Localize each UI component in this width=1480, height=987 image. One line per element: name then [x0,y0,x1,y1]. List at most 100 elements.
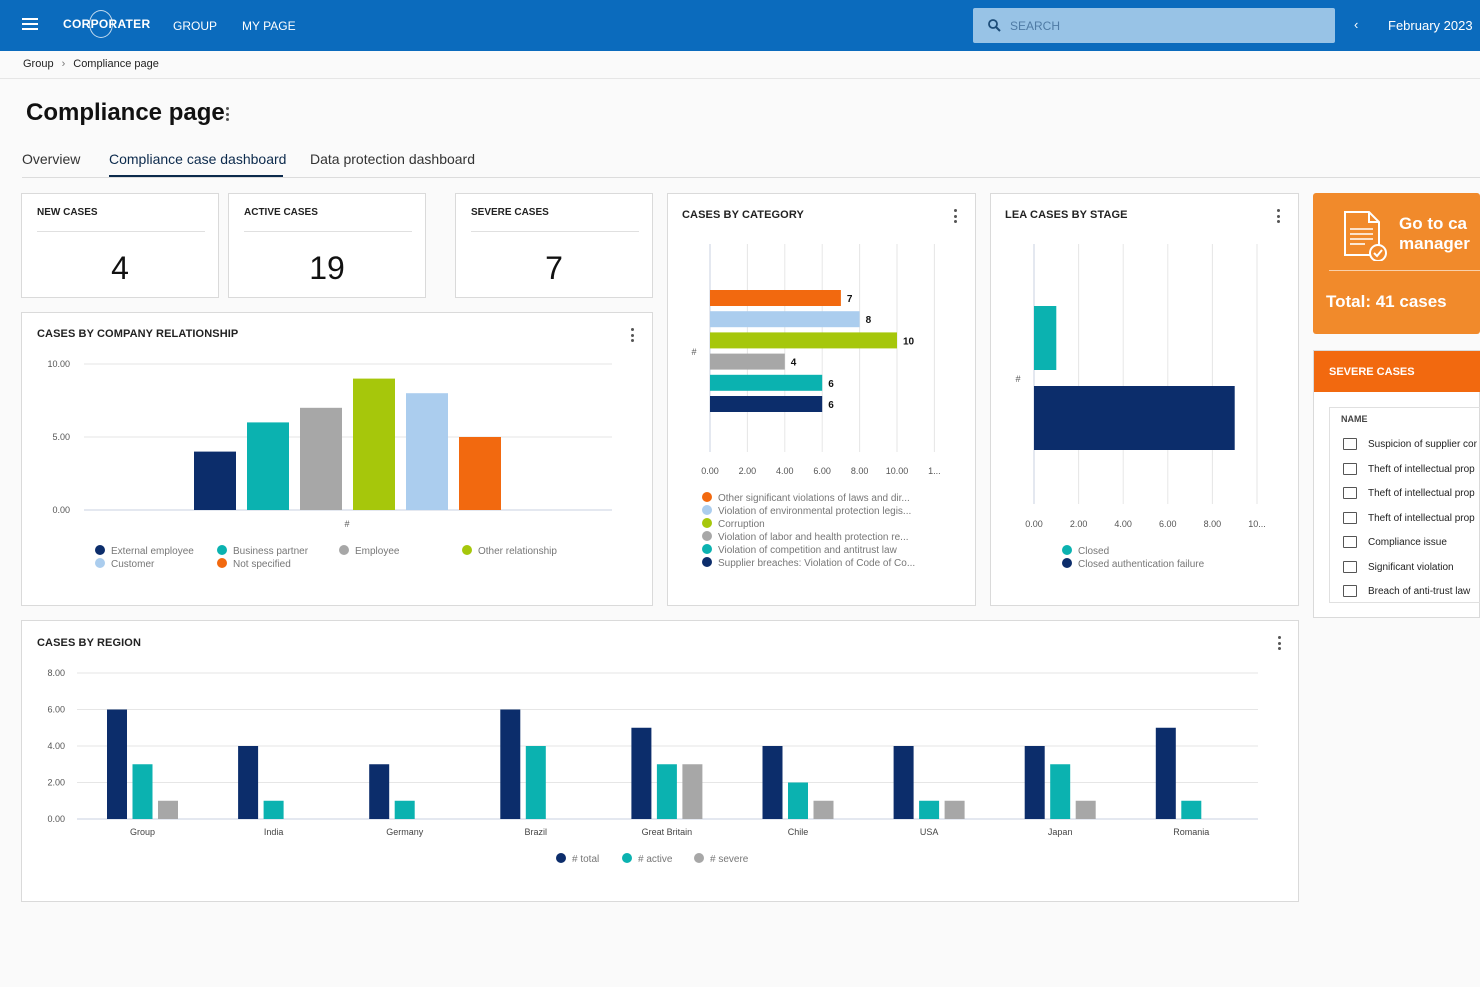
panel-title: SEVERE CASES [1314,351,1480,392]
kpi-value: 19 [309,250,345,286]
tab-compliance-case-dashboard[interactable]: Compliance case dashboard [109,151,287,167]
legend-dot [702,518,712,528]
divider [1329,270,1480,271]
y-tick-label: 2.00 [47,778,65,788]
bar [132,764,153,819]
checkbox-icon[interactable] [1343,585,1357,597]
data-label: 8 [866,315,872,326]
table-row[interactable]: Significant violation [1330,559,1480,583]
x-tick-label: Japan [1048,827,1073,837]
bar [459,437,501,510]
legend-item: Corruption [702,518,765,530]
table-row[interactable]: Theft of intellectual prop [1330,485,1480,509]
y-axis-label: # [691,347,696,357]
page-more-icon[interactable] [226,107,230,123]
x-tick-label: 4.00 [776,466,794,476]
data-label: 6 [828,379,834,390]
chevron-left-icon[interactable]: ‹ [1354,17,1359,32]
kpi-new-cases[interactable]: NEW CASES 4 [21,193,219,298]
bar [353,378,395,510]
search-input[interactable] [1010,8,1330,43]
bar [107,709,127,819]
legend-item: Closed [1062,545,1109,557]
bar [263,800,284,819]
column-header-name[interactable]: NAME [1341,414,1368,424]
period-date[interactable]: February 2023 [1388,18,1473,33]
checkbox-icon[interactable] [1343,536,1357,548]
table-row[interactable]: Compliance issue [1330,534,1480,558]
divider [37,231,205,232]
legend-item: Customer [95,558,154,570]
legend-item: Other relationship [462,545,557,557]
legend-item: Supplier breaches: Violation of Code of … [702,557,915,569]
lea-cases-chart: 0.00 2.00 4.00 6.00 8.00 10... # [1015,244,1266,529]
nav-my-page[interactable]: MY PAGE [242,19,296,33]
x-tick-label: 0.00 [701,466,719,476]
bar [525,746,546,819]
legend-dot [339,545,349,555]
legend-item: External employee [95,545,194,557]
x-tick-label: 4.00 [1114,519,1132,529]
table-row[interactable]: Suspicion of supplier cor [1330,436,1480,460]
legend-item: # total [556,853,599,865]
checkbox-icon[interactable] [1343,561,1357,573]
bar [369,764,390,819]
bar [1181,800,1202,819]
nav-group[interactable]: GROUP [173,19,218,33]
legend-item: Employee [339,545,399,557]
breadcrumb: Group › Compliance page [23,58,159,70]
more-icon[interactable] [1278,636,1282,652]
tab-data-protection-dashboard[interactable]: Data protection dashboard [310,151,475,167]
x-tick-label: Great Britain [642,827,693,837]
card-company-relationship: CASES BY COMPANY RELATIONSHIP 10.00 5.00 0… [21,312,653,606]
bar [238,746,259,819]
checkbox-icon[interactable] [1343,463,1357,475]
kpi-label: ACTIVE CASES [244,207,318,218]
legend-item: Violation of labor and health protection… [702,531,909,543]
x-tick-label: 8.00 [851,466,869,476]
data-label: 7 [847,294,853,305]
company-relationship-chart: 10.00 5.00 0.00 # [47,359,612,529]
y-axis-label: # [1015,374,1020,384]
y-tick-label: 0.00 [47,814,65,824]
bar [1024,746,1045,819]
y-tick-label: 4.00 [47,741,65,751]
bar [813,800,834,819]
data-label: 6 [828,400,834,411]
menu-icon[interactable] [22,18,38,30]
tabs-divider [22,177,1480,178]
go-to-case-management-tile[interactable]: Go to ca manager Total: 41 cases [1313,193,1480,334]
x-tick-label: 8.00 [1204,519,1222,529]
checkbox-icon[interactable] [1343,438,1357,450]
bar [1034,386,1235,450]
data-label: 4 [791,358,797,369]
legend-dot [1062,558,1072,568]
card-lea-cases: LEA CASES BY STAGE 0.00 2.00 4.00 6.00 8.00 1… [990,193,1299,606]
tab-overview[interactable]: Overview [22,151,81,167]
table-row[interactable]: Theft of intellectual prop [1330,510,1480,534]
search-box [973,8,1335,43]
more-icon[interactable] [1277,209,1281,225]
kpi-label: NEW CASES [37,207,98,218]
y-tick-label: 8.00 [47,668,65,678]
checkbox-icon[interactable] [1343,487,1357,499]
checkbox-icon[interactable] [1343,512,1357,524]
kpi-active-cases[interactable]: ACTIVE CASES 19 [228,193,426,298]
table-row[interactable]: Breach of anti-trust law [1330,583,1480,602]
legend-item: Other significant violations of laws and… [702,492,910,504]
kpi-severe-cases[interactable]: SEVERE CASES 7 [455,193,653,298]
x-tick-label: Brazil [525,827,548,837]
more-icon[interactable] [954,209,958,225]
app-logo[interactable]: CORPORATER [63,17,151,31]
breadcrumb-group[interactable]: Group [23,58,54,70]
x-tick-label: 10... [1248,519,1266,529]
bar [500,709,521,819]
more-icon[interactable] [631,328,635,344]
cases-by-category-chart: 0.00 2.00 4.00 6.00 8.00 10.00 1... 7 8 10 4 6 6 # [691,244,941,476]
severe-cases-panel: SEVERE CASES NAME Suspicion of supplier … [1313,350,1480,618]
x-tick-label: 6.00 [813,466,831,476]
table-row[interactable]: Theft of intellectual prop [1330,461,1480,485]
x-tick-label: Germany [386,827,424,837]
kpi-value: 4 [111,250,129,286]
x-tick-label: 2.00 [739,466,757,476]
